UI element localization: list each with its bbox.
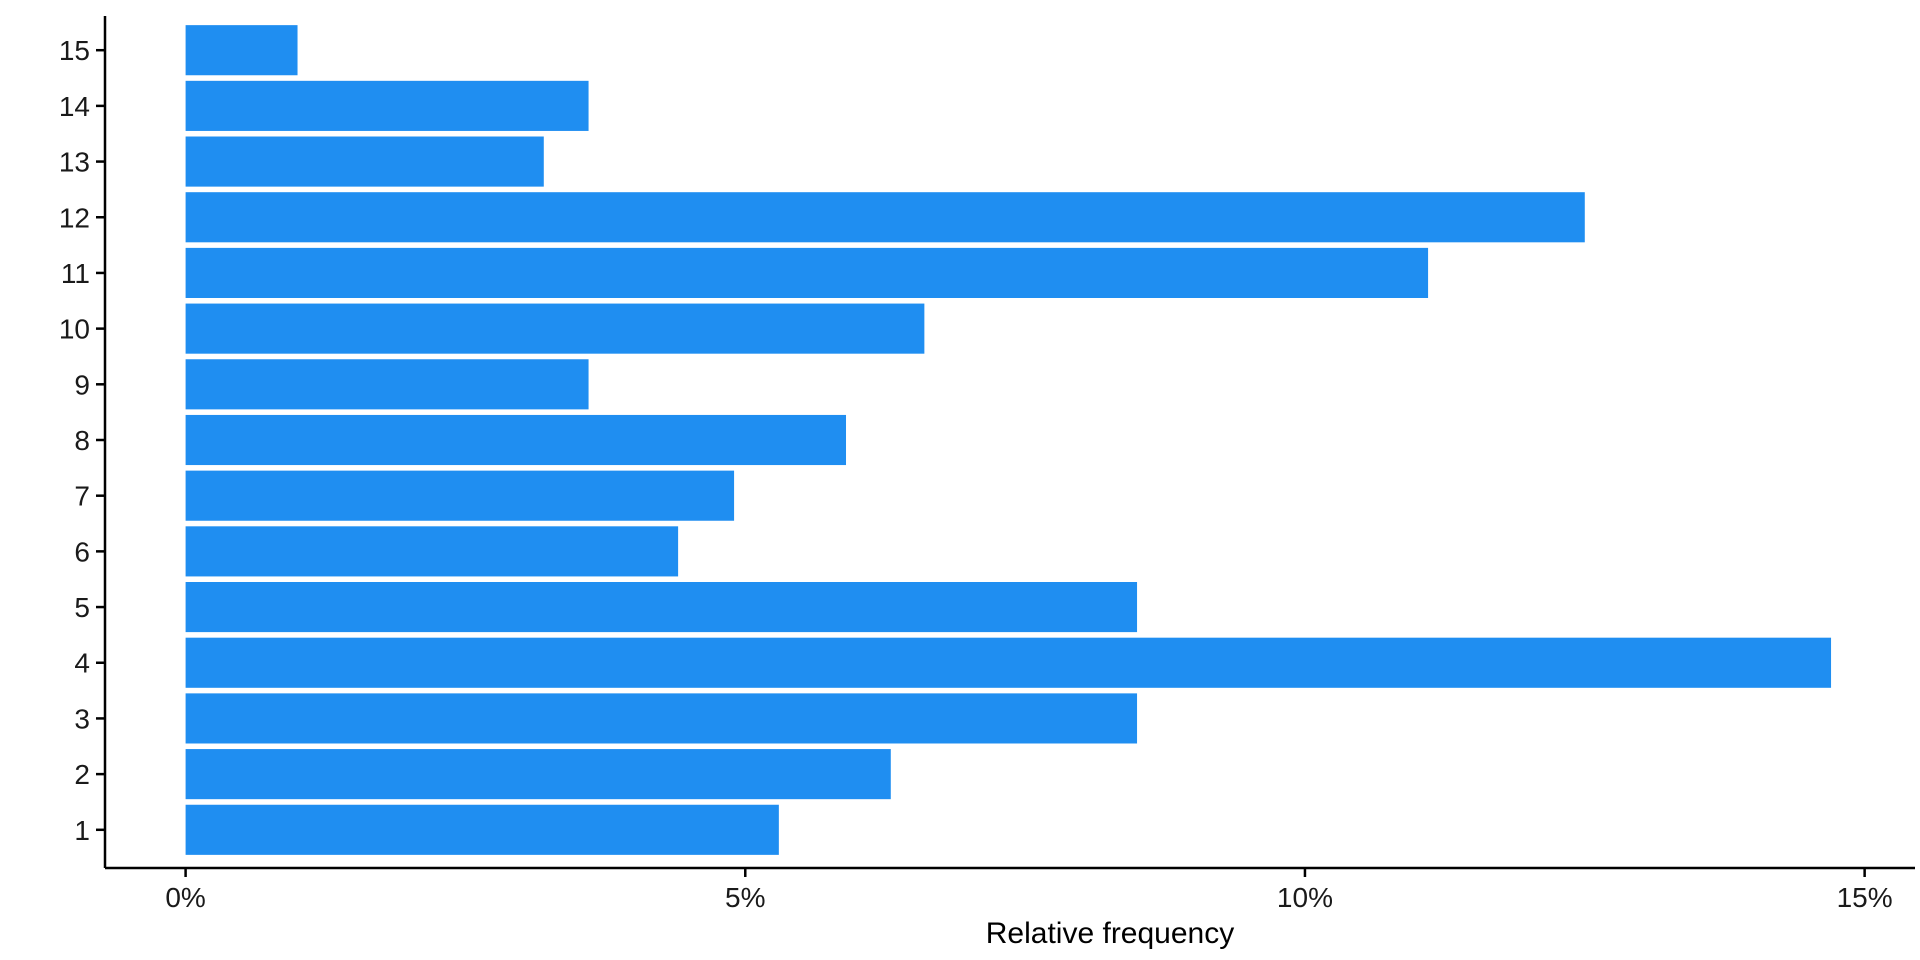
x-tick-label: 10% xyxy=(1277,882,1333,913)
y-tick-label: 7 xyxy=(74,481,90,512)
bar-6 xyxy=(185,526,679,577)
y-tick-label: 14 xyxy=(59,91,90,122)
bar-14 xyxy=(185,80,589,131)
y-tick-label: 2 xyxy=(74,759,90,790)
y-tick-label: 11 xyxy=(61,258,90,289)
y-tick-label: 3 xyxy=(74,703,90,734)
bars-group xyxy=(185,25,1832,855)
bar-15 xyxy=(185,25,298,76)
y-tick-label: 1 xyxy=(74,815,90,846)
bar-7 xyxy=(185,470,735,521)
bar-13 xyxy=(185,136,544,187)
y-tick-label: 12 xyxy=(59,202,90,233)
y-tick-label: 13 xyxy=(59,147,90,178)
bar-1 xyxy=(185,804,779,855)
x-axis-ticks: 0% 5% 10% 15% xyxy=(165,868,1893,913)
x-tick-label: 15% xyxy=(1837,882,1893,913)
x-tick-label: 0% xyxy=(165,882,205,913)
bar-10 xyxy=(185,303,925,354)
bar-2 xyxy=(185,749,891,800)
y-tick-label: 10 xyxy=(59,314,90,345)
bar-8 xyxy=(185,414,847,466)
x-axis-title: Relative frequency xyxy=(986,917,1234,950)
y-tick-label: 15 xyxy=(59,35,90,66)
bar-12 xyxy=(185,192,1585,243)
bar-5 xyxy=(185,582,1138,633)
bar-9 xyxy=(185,359,589,410)
bar-3 xyxy=(185,693,1138,744)
y-tick-label: 6 xyxy=(74,536,90,567)
y-tick-label: 5 xyxy=(74,592,90,623)
bar-4 xyxy=(185,637,1832,688)
x-tick-label: 5% xyxy=(725,882,765,913)
y-tick-label: 9 xyxy=(74,369,90,400)
y-tick-label: 8 xyxy=(74,425,90,456)
bar-11 xyxy=(185,247,1429,298)
y-tick-label: 4 xyxy=(74,648,90,679)
